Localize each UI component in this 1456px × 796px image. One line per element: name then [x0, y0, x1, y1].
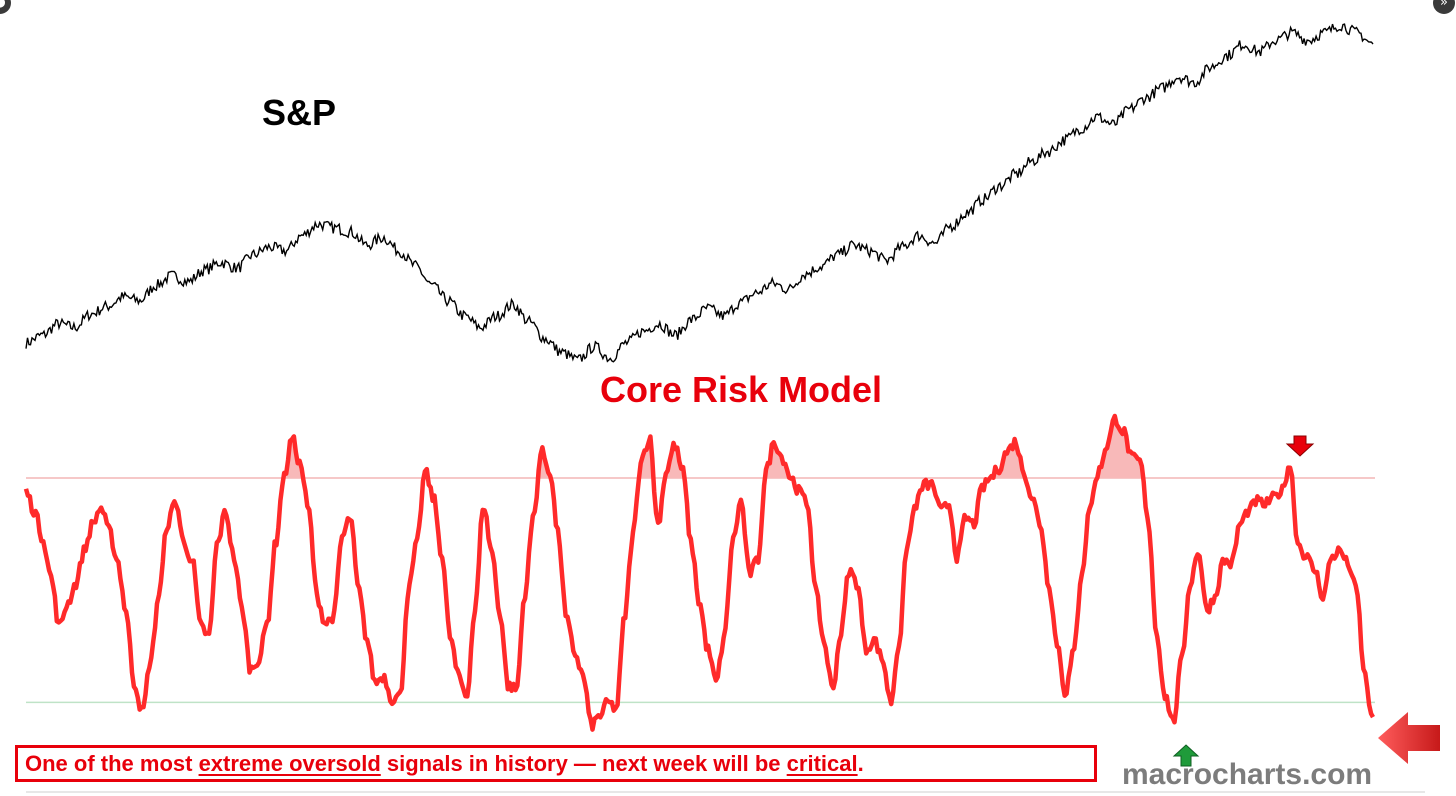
double-chevron-right-icon[interactable]: »	[1433, 0, 1455, 14]
buy-signal-arrow-icon	[1172, 744, 1200, 767]
watermark: macrocharts.com	[1122, 758, 1373, 791]
caption-text-2: signals in history — next week will be	[380, 751, 787, 776]
left-corner-dot-icon[interactable]: ●	[0, 0, 11, 14]
caption-text-3: .	[857, 751, 864, 776]
caption-underlined-2: critical	[786, 751, 858, 776]
sell-signal-arrow-icon	[1285, 435, 1315, 457]
risk-model-series-line	[23, 413, 1375, 732]
current-reading-arrow-icon	[1378, 712, 1440, 764]
caption-underlined-1: extreme oversold	[198, 751, 381, 776]
caption-box: One of the most extreme oversold signals…	[15, 745, 1097, 782]
sp-chart-title: S&P	[262, 92, 336, 133]
sp-series-line	[25, 23, 1374, 363]
risk-model-chart-title: Core Risk Model	[600, 369, 882, 410]
caption-text-1: One of the most	[25, 751, 199, 776]
